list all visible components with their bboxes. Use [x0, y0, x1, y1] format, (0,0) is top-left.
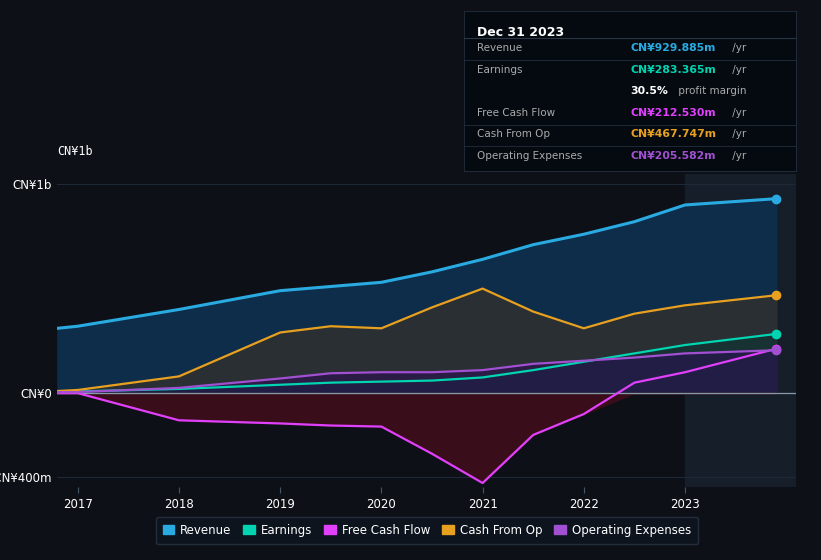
- Text: /yr: /yr: [729, 151, 746, 161]
- Text: CN¥283.365m: CN¥283.365m: [631, 64, 716, 74]
- Text: CN¥467.747m: CN¥467.747m: [631, 129, 716, 139]
- Text: Cash From Op: Cash From Op: [477, 129, 550, 139]
- Text: /yr: /yr: [729, 43, 746, 53]
- Text: Free Cash Flow: Free Cash Flow: [477, 108, 555, 118]
- Text: Revenue: Revenue: [477, 43, 522, 53]
- Text: Earnings: Earnings: [477, 64, 523, 74]
- Text: /yr: /yr: [729, 129, 746, 139]
- Legend: Revenue, Earnings, Free Cash Flow, Cash From Op, Operating Expenses: Revenue, Earnings, Free Cash Flow, Cash …: [155, 517, 699, 544]
- Text: profit margin: profit margin: [675, 86, 746, 96]
- Text: Dec 31 2023: Dec 31 2023: [477, 26, 564, 39]
- Text: /yr: /yr: [729, 108, 746, 118]
- Text: /yr: /yr: [729, 64, 746, 74]
- Text: CN¥205.582m: CN¥205.582m: [631, 151, 716, 161]
- Text: CN¥929.885m: CN¥929.885m: [631, 43, 715, 53]
- Text: CN¥1b: CN¥1b: [57, 145, 93, 158]
- Text: 30.5%: 30.5%: [631, 86, 668, 96]
- Text: Operating Expenses: Operating Expenses: [477, 151, 582, 161]
- Bar: [685, 174, 796, 487]
- Text: CN¥212.530m: CN¥212.530m: [631, 108, 716, 118]
